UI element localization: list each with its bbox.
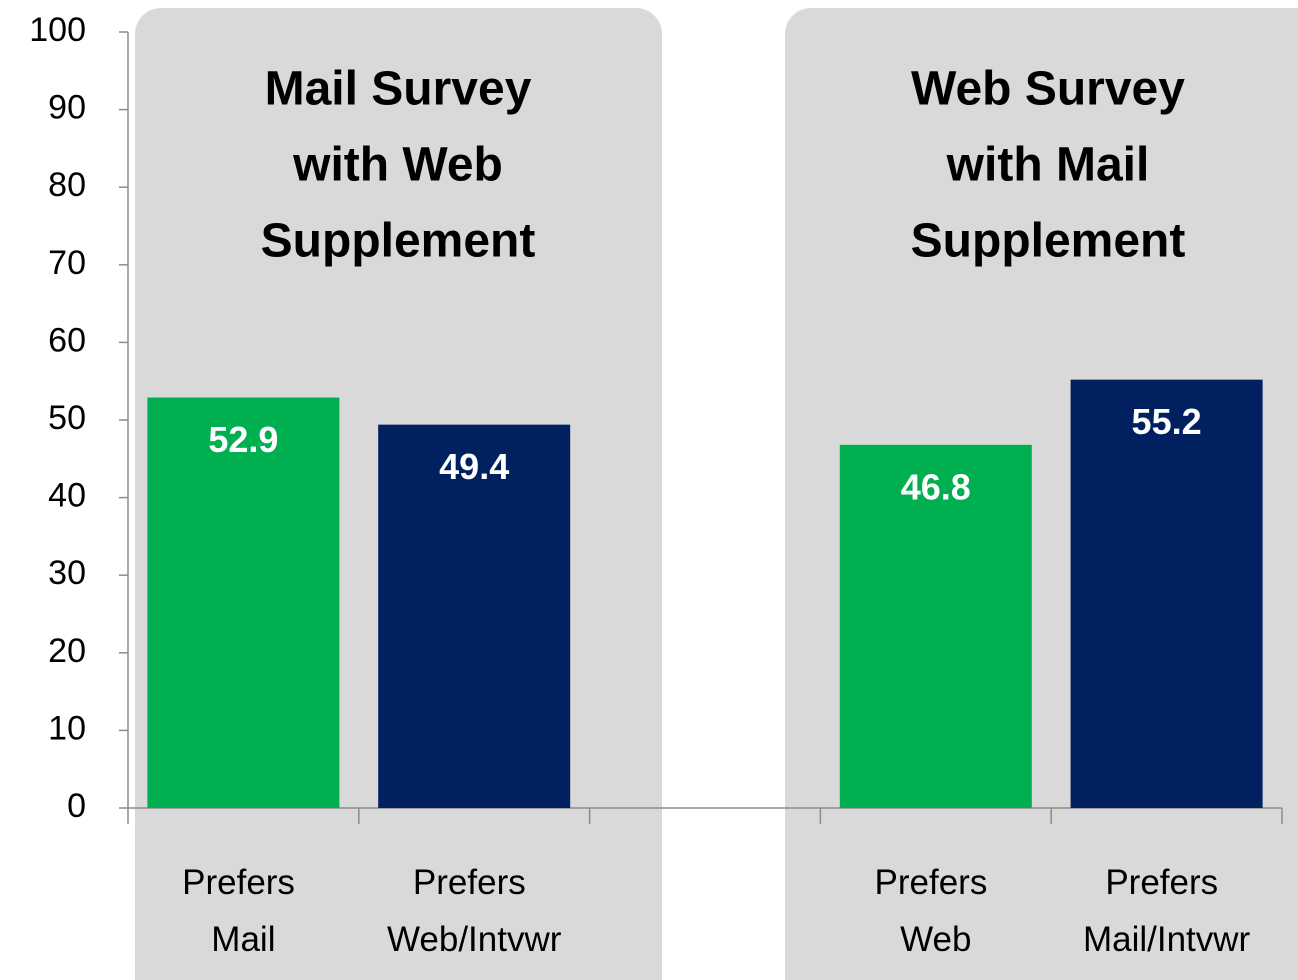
bar	[378, 424, 571, 808]
bar	[147, 397, 340, 808]
x-tick-label: Prefers Mail/Intvwr	[1083, 863, 1251, 959]
bar	[1070, 379, 1263, 808]
y-tick-label: 90	[48, 89, 86, 127]
x-tick-label: Prefers Mail	[182, 863, 305, 959]
bar	[839, 444, 1032, 808]
value-label: 55.2	[1132, 401, 1202, 442]
y-tick-label: 60	[48, 321, 86, 359]
value-label: 46.8	[901, 466, 971, 507]
panel-title: Supplement	[911, 215, 1186, 268]
x-tick-label: Prefers Web	[875, 863, 998, 959]
value-label: 52.9	[208, 419, 278, 460]
y-tick-label: 100	[29, 11, 86, 49]
panel-title: with Mail	[946, 139, 1150, 192]
y-tick-label: 30	[48, 554, 86, 592]
value-label: 49.4	[439, 446, 509, 487]
y-tick-label: 70	[48, 244, 86, 282]
y-tick-label: 10	[48, 709, 86, 747]
panel-title: with Web	[292, 139, 503, 192]
panel-title: Supplement	[261, 215, 536, 268]
y-tick-label: 50	[48, 399, 86, 437]
x-tick-label: Prefers Web/Intvwr	[387, 863, 562, 959]
y-tick-label: 20	[48, 632, 86, 670]
panel-title: Mail Survey	[265, 63, 532, 116]
y-tick-label: 40	[48, 477, 86, 515]
y-tick-label: 0	[67, 787, 86, 825]
y-tick-label: 80	[48, 166, 86, 204]
panel-title: Web Survey	[911, 63, 1185, 116]
